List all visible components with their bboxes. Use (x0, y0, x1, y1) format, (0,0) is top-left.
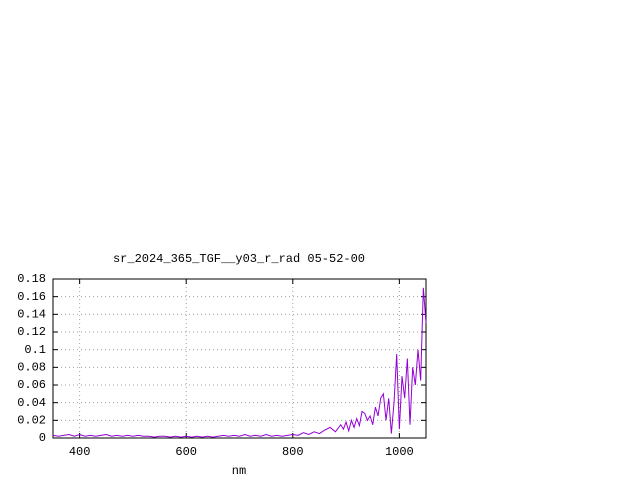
y-tick-label: 0.14 (17, 308, 46, 322)
y-tick-label: 0.18 (17, 272, 46, 286)
y-tick-label: 0.16 (17, 290, 46, 304)
y-tick-label: 0.04 (17, 396, 46, 410)
x-tick-label: 1000 (385, 445, 414, 459)
y-tick-label: 0.08 (17, 361, 46, 375)
y-tick-label: 0.1 (24, 343, 46, 357)
y-tick-label: 0.06 (17, 378, 46, 392)
chart-title: sr_2024_365_TGF__y03_r_rad 05-52-00 (113, 252, 365, 266)
y-tick-label: 0 (39, 431, 46, 445)
plot-frame (52, 278, 427, 439)
x-tick-label: 800 (282, 445, 304, 459)
y-tick-label: 0.02 (17, 414, 46, 428)
data-line (52, 287, 427, 438)
x-tick-label: 400 (69, 445, 91, 459)
x-tick-label: 600 (175, 445, 197, 459)
x-axis-label: nm (232, 464, 246, 478)
y-tick-label: 0.12 (17, 325, 46, 339)
